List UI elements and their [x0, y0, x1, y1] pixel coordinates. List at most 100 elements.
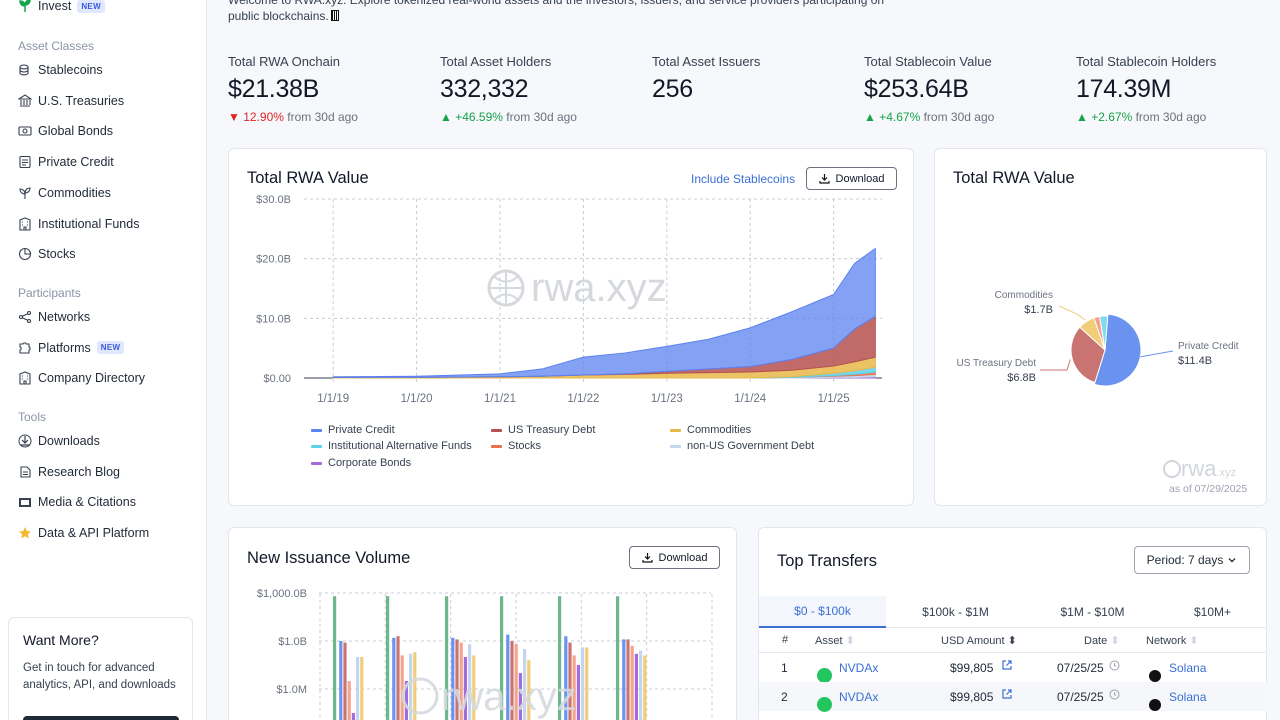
external-link-icon[interactable]	[1001, 688, 1013, 703]
bar[interactable]	[527, 660, 531, 720]
sidebar: Invest NEW Asset Classes Stablecoins U.S.…	[0, 0, 207, 720]
tab-100k-1m[interactable]: $100k - $1M	[922, 605, 989, 619]
bar[interactable]	[339, 641, 343, 720]
area-series-private-credit[interactable]	[332, 247, 876, 378]
download-button[interactable]: Download	[806, 167, 897, 190]
bar[interactable]	[523, 649, 527, 720]
building-icon	[18, 216, 32, 231]
legend-swatch	[491, 428, 502, 432]
network-link[interactable]: Solana	[1169, 690, 1207, 704]
bar[interactable]	[639, 650, 643, 720]
sidebar-item-commodities[interactable]: Commodities	[18, 186, 111, 200]
bar[interactable]	[392, 637, 396, 720]
bar[interactable]	[576, 665, 580, 720]
svg-text:rwa.xyz: rwa.xyz	[441, 675, 577, 719]
sidebar-item-research-blog[interactable]: Research Blog	[18, 465, 120, 479]
bar[interactable]	[396, 636, 400, 720]
bar[interactable]	[351, 713, 355, 720]
sidebar-item-platforms[interactable]: Platforms NEW	[18, 341, 125, 355]
bar[interactable]	[643, 655, 647, 720]
col-header-asset[interactable]: Asset ⬍	[815, 635, 855, 647]
bar[interactable]	[572, 655, 576, 720]
sidebar-item-networks[interactable]: Networks	[18, 310, 90, 324]
pie-slice[interactable]	[1099, 315, 1109, 351]
sidebar-item-downloads[interactable]: Downloads	[18, 434, 100, 448]
bar[interactable]	[626, 639, 630, 720]
pie-slice[interactable]	[1070, 326, 1106, 384]
sidebar-item-stocks[interactable]: Stocks	[18, 247, 76, 261]
include-stablecoins-link[interactable]: Include Stablecoins	[691, 172, 796, 186]
bar[interactable]	[634, 653, 638, 720]
table-row[interactable]: 2 NVDAx $99,805 07/25/25 Solana	[759, 682, 1267, 712]
contact-button[interactable]	[23, 716, 179, 720]
bar[interactable]	[500, 596, 504, 720]
legend-label: Commodities	[687, 424, 752, 436]
stat-value: 174.39M	[1076, 75, 1172, 103]
table-row[interactable]: 1 NVDAx $99,805 07/25/25 Solana	[759, 653, 1267, 683]
bar[interactable]	[622, 639, 626, 720]
bar[interactable]	[360, 657, 364, 720]
legend-item[interactable]: Private Credit	[311, 424, 395, 436]
bar[interactable]	[585, 647, 589, 720]
bar[interactable]	[356, 657, 360, 720]
section-title-asset-classes: Asset Classes	[18, 39, 95, 53]
legend-item[interactable]: US Treasury Debt	[491, 424, 595, 436]
legend-item[interactable]: Stocks	[491, 440, 541, 452]
bar[interactable]	[386, 596, 390, 720]
bar[interactable]	[581, 647, 585, 720]
bar[interactable]	[568, 642, 572, 720]
bar[interactable]	[413, 652, 417, 720]
bar[interactable]	[472, 655, 476, 720]
bar[interactable]	[343, 642, 347, 720]
bar[interactable]	[468, 644, 472, 720]
bar[interactable]	[409, 653, 413, 720]
pie-label-line	[1058, 305, 1086, 321]
sidebar-item-global-bonds[interactable]: Global Bonds	[18, 124, 113, 138]
download-button[interactable]: Download	[629, 546, 720, 569]
bar[interactable]	[451, 637, 455, 720]
bar[interactable]	[558, 596, 562, 720]
col-header-usd-amount[interactable]: USD Amount ⬍	[941, 635, 1017, 647]
sidebar-item-private-credit[interactable]: Private Credit	[18, 155, 114, 169]
network-link[interactable]: Solana	[1169, 661, 1207, 675]
sidebar-item-media-citations[interactable]: Media & Citations	[18, 495, 136, 509]
sidebar-item-invest[interactable]: Invest NEW	[18, 0, 105, 13]
sidebar-item-company-directory[interactable]: Company Directory	[18, 371, 145, 385]
legend-item[interactable]: Corporate Bonds	[311, 457, 411, 469]
bar[interactable]	[506, 634, 510, 720]
bar[interactable]	[463, 657, 467, 720]
col-header-date[interactable]: Date ⬍	[1084, 635, 1120, 647]
legend-item[interactable]: Commodities	[670, 424, 751, 436]
bar[interactable]	[333, 596, 337, 720]
bar[interactable]	[564, 636, 568, 720]
external-link-icon[interactable]	[1001, 659, 1013, 674]
bar[interactable]	[404, 681, 408, 720]
sidebar-item-stablecoins[interactable]: Stablecoins	[18, 63, 103, 77]
tab-1m-10m[interactable]: $1M - $10M	[1060, 605, 1125, 619]
bar[interactable]	[445, 596, 449, 720]
x-tick-label: 1/1/25	[818, 393, 850, 405]
bar[interactable]	[400, 655, 404, 720]
bar[interactable]	[514, 644, 518, 720]
row-rank: 1	[781, 661, 788, 675]
asset-link[interactable]: NVDAx	[839, 661, 879, 675]
bar[interactable]	[459, 642, 463, 720]
sidebar-item-institutional-funds[interactable]: Institutional Funds	[18, 217, 139, 231]
bar[interactable]	[455, 639, 459, 720]
bar[interactable]	[630, 645, 634, 720]
legend-item[interactable]: Institutional Alternative Funds	[311, 440, 472, 452]
tab-10m-plus[interactable]: $10M+	[1193, 605, 1232, 619]
col-header-network[interactable]: Network ⬍	[1146, 635, 1199, 647]
legend-item[interactable]: non-US Government Debt	[670, 440, 814, 452]
period-select[interactable]: Period: 7 days	[1134, 546, 1250, 574]
bar[interactable]	[518, 673, 522, 720]
pie-slice[interactable]	[1093, 313, 1142, 387]
asset-link[interactable]: NVDAx	[839, 690, 879, 704]
stat-total-asset-holders: Total Asset Holders 332,332 ▲ +46.59% from…	[440, 54, 577, 124]
tab-0-100k[interactable]: $0 - $100k	[759, 596, 886, 628]
sidebar-item-data-api-platform[interactable]: Data & API Platform	[18, 526, 149, 540]
bar[interactable]	[616, 596, 620, 720]
sidebar-item-u-s-treasuries[interactable]: U.S. Treasuries	[18, 94, 124, 108]
bar[interactable]	[347, 681, 351, 720]
bar[interactable]	[510, 641, 514, 720]
